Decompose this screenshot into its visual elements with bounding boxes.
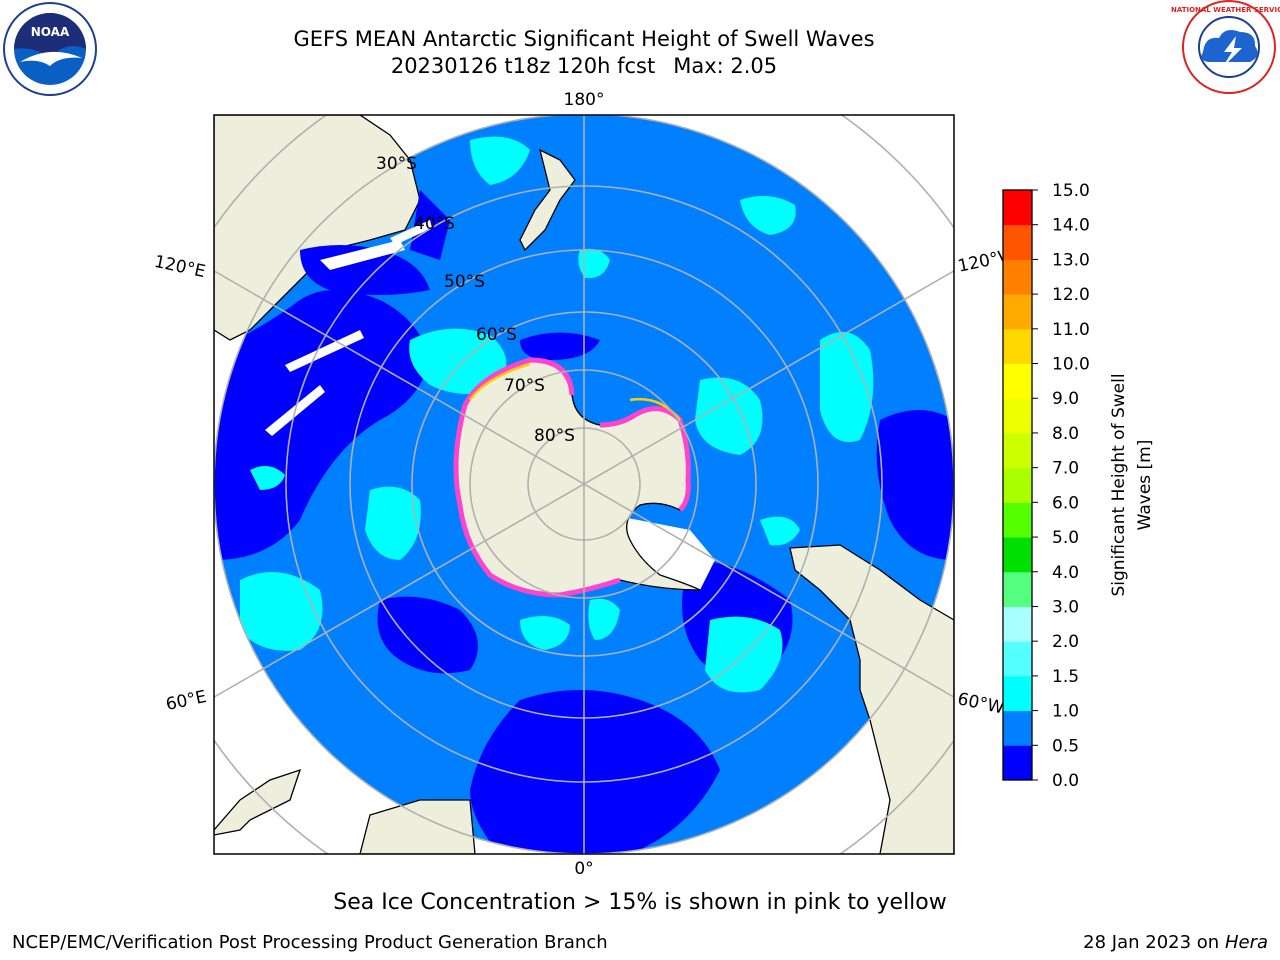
colorbar-segment [1003,398,1032,434]
lon-label-bottom: 0° [574,859,593,879]
sea-ice-note: Sea Ice Concentration > 15% is shown in … [333,890,947,915]
footer-producer: NCEP/EMC/Verification Post Processing Pr… [12,932,608,953]
chart-title: GEFS MEAN Antarctic Significant Height o… [293,27,875,51]
colorbar-tick-label: 3.0 [1052,597,1079,617]
colorbar-segment [1003,606,1032,642]
colorbar-label-line2: Waves [m] [1135,440,1155,531]
colorbar-segment [1003,710,1032,746]
lat-label-50: 50°S [444,272,485,292]
colorbar-tick-label: 8.0 [1052,424,1079,444]
colorbar-tick-label: 12.0 [1052,285,1090,305]
colorbar-segment [1003,294,1032,330]
colorbar-segment [1003,467,1032,503]
colorbar-segment [1003,571,1032,607]
latitude-labels: 30°S 40°S 50°S 60°S 70°S 80°S [376,154,575,446]
lat-label-60: 60°S [476,325,517,345]
lon-label-top: 180° [564,90,605,110]
lat-label-70: 70°S [504,376,545,396]
colorbar-segment [1003,363,1032,399]
colorbar-tick-label: 2.0 [1052,632,1079,652]
colorbar-segment [1003,537,1032,573]
lon-label-lower-right: 60°W [956,689,1006,718]
colorbar-label-line1: Significant Height of Swell [1109,373,1129,596]
noaa-logo: NOAA [3,2,97,96]
colorbar-tick-label: 0.0 [1052,771,1079,791]
colorbar-segment [1003,224,1032,260]
footer-date: 28 Jan 2023 on Hera [1083,932,1268,953]
colorbar-tick-label: 1.5 [1052,667,1079,687]
colorbar-tick-label: 5.0 [1052,528,1079,548]
colorbar-tick-label: 7.0 [1052,459,1079,479]
max-label: Max: 2.05 [673,54,778,78]
footer-machine: Hera [1224,932,1268,953]
lat-label-30: 30°S [376,154,417,174]
colorbar-segment [1003,259,1032,295]
colorbar-segment [1003,432,1032,469]
colorbar-tick-label: 6.0 [1052,493,1079,513]
nws-logo-text: NATIONAL WEATHER SERVICE [1171,6,1280,14]
chart-subtitle: 20230126 t18z 120h fcst Max: 2.05 [184,54,984,78]
colorbar-segment [1003,502,1032,538]
colorbar-tick-label: 9.0 [1052,389,1079,409]
colorbar-frame [1002,189,1033,781]
lat-label-80: 80°S [534,426,575,446]
lon-label-lower-left: 60°E [164,687,208,715]
nws-logo: NATIONAL WEATHER SERVICE [1171,0,1280,94]
colorbar-tick-label: 4.0 [1052,563,1079,583]
colorbar-tick-label: 11.0 [1052,320,1090,340]
colorbar-segment [1003,745,1032,781]
lon-label-upper-left: 120°E [152,252,207,282]
colorbar: 0.0 0.5 1.0 1.5 2.0 3.0 4.0 5.0 6.0 7.0 8.0 9.0 10.0… [1002,181,1090,791]
colorbar-tick-label: 10.0 [1052,355,1090,375]
colorbar-segment [1003,328,1032,365]
colorbar-segment [1003,190,1032,226]
colorbar-tick-label: 1.0 [1052,702,1079,722]
colorbar-tick-label: 14.0 [1052,216,1090,236]
lat-label-40: 40°S [414,214,455,234]
map-frame [213,114,955,855]
noaa-logo-text: NOAA [31,25,70,39]
colorbar-tick-label: 15.0 [1052,181,1090,201]
colorbar-segment [1003,675,1032,712]
forecast-label: 20230126 t18z 120h fcst [390,54,656,78]
colorbar-tick-label: 13.0 [1052,250,1090,270]
colorbar-segment [1003,641,1032,677]
footer-date-text: 28 Jan 2023 on [1083,932,1220,953]
colorbar-title: Significant Height of Swell Waves [m] [1109,373,1155,596]
colorbar-tick-label: 0.5 [1052,736,1079,756]
